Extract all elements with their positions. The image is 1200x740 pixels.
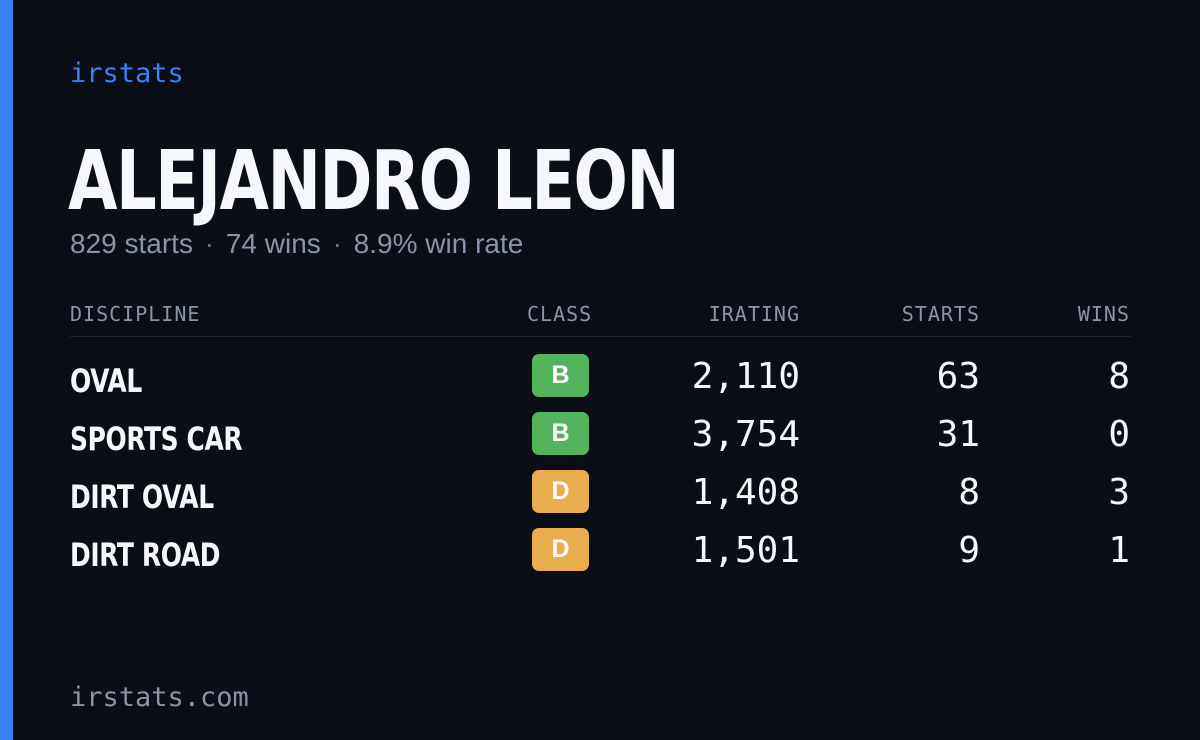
starts-value: 63	[936, 356, 980, 397]
discipline-name: OVAL	[70, 362, 142, 400]
summary-separator: ·	[204, 228, 215, 259]
driver-summary: 829 starts · 74 wins · 8.9% win rate	[70, 228, 523, 260]
footer-url: irstats.com	[70, 682, 249, 713]
table-header: DISCIPLINE CLASS IRATING STARTS WINS	[70, 300, 1131, 337]
summary-wins: 74 wins	[225, 228, 321, 259]
class-badge: B	[532, 412, 589, 455]
table-row: DIRT OVAL D 1,408 8 3	[70, 470, 1131, 520]
starts-value: 9	[958, 530, 980, 571]
wins-value: 3	[1108, 472, 1130, 513]
discipline-name: DIRT ROAD	[70, 536, 221, 574]
starts-value: 8	[958, 472, 980, 513]
wins-value: 8	[1108, 356, 1130, 397]
header-class: CLASS	[527, 302, 593, 326]
header-irating: IRATING	[708, 302, 800, 326]
discipline-name: SPORTS CAR	[70, 420, 243, 458]
discipline-name: DIRT OVAL	[70, 478, 214, 516]
accent-bar	[0, 0, 13, 740]
starts-value: 31	[936, 414, 980, 455]
header-discipline: DISCIPLINE	[70, 302, 201, 326]
summary-starts: 829 starts	[70, 228, 193, 259]
irating-value: 1,501	[691, 530, 800, 571]
brand-logo: irstats	[70, 58, 184, 89]
header-starts: STARTS	[901, 302, 980, 326]
irating-value: 3,754	[691, 414, 800, 455]
class-badge: B	[532, 354, 589, 397]
irating-value: 2,110	[691, 356, 800, 397]
header-wins: WINS	[1077, 302, 1130, 326]
summary-win-rate: 8.9% win rate	[353, 228, 524, 259]
wins-value: 0	[1108, 414, 1130, 455]
wins-value: 1	[1108, 530, 1130, 571]
table-row: SPORTS CAR B 3,754 31 0	[70, 412, 1131, 462]
class-badge: D	[532, 528, 589, 571]
table-row: OVAL B 2,110 63 8	[70, 354, 1131, 404]
irating-value: 1,408	[691, 472, 800, 513]
summary-separator: ·	[332, 228, 342, 259]
driver-name: ALEJANDRO LEON	[68, 134, 680, 229]
class-badge: D	[532, 470, 589, 513]
table-row: DIRT ROAD D 1,501 9 1	[70, 528, 1131, 578]
